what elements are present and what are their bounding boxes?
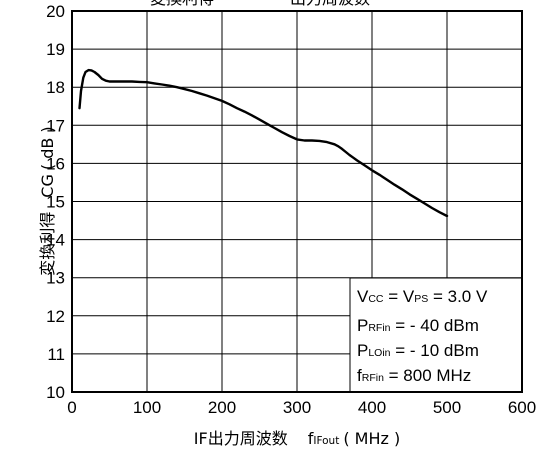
condition-line: PRFin = - 40 dBm <box>357 316 479 335</box>
x-tick-label: 300 <box>283 398 311 417</box>
x-tick-label: 600 <box>508 398 536 417</box>
condition-text: = V <box>384 287 415 306</box>
y-tick-label: 12 <box>46 307 65 326</box>
y-tick-label: 18 <box>46 78 65 97</box>
y-tick-label: 16 <box>46 154 65 173</box>
title-fragment: 変換利得 <box>150 0 214 8</box>
condition-text: P <box>357 316 368 335</box>
x-tick-label: 200 <box>208 398 236 417</box>
svg-text:変換利得CG( dB ): 変換利得 CG ( dB ) <box>38 126 57 275</box>
condition-line: PLOin = - 10 dBm <box>357 341 479 360</box>
x-axis-label-text: IF出力周波数 <box>194 429 288 448</box>
y-tick-label: 20 <box>46 2 65 21</box>
series-group <box>78 68 449 218</box>
y-axis-title: 変換利得 CG ( dB ) <box>38 126 57 275</box>
y-tick-label: 11 <box>47 345 65 364</box>
condition-text: = 800 MHz <box>384 366 471 385</box>
condition-text: = - 10 dBm <box>391 341 479 360</box>
y-tick-label: 15 <box>46 193 65 212</box>
x-tick-label: 500 <box>433 398 461 417</box>
condition-text: f <box>357 366 362 385</box>
legend-box <box>349 277 523 393</box>
y-tick-label: 10 <box>46 383 65 402</box>
condition-subscript: LOin <box>368 347 390 359</box>
condition-text: = - 40 dBm <box>391 316 479 335</box>
condition-subscript: RFin <box>368 322 390 334</box>
title-fragments: 変換利得 ・ 出力周波数 <box>150 0 370 8</box>
y-tick-label: 17 <box>46 116 65 135</box>
condition-line: fRFin = 800 MHz <box>357 366 471 385</box>
x-tick-label: 100 <box>133 398 161 417</box>
x-axis-title: IF出力周波数 fIFout ( MHz ) <box>194 429 400 448</box>
condition-subscript: PS <box>414 293 428 305</box>
y-axis-symbol: CG <box>38 174 57 198</box>
y-tick-label: 14 <box>46 231 65 250</box>
condition-text: V <box>357 287 369 306</box>
series-line <box>78 68 449 218</box>
condition-text: P <box>357 341 368 360</box>
x-tick-label: 0 <box>67 398 76 417</box>
x-axis-symbol: f <box>308 429 314 448</box>
x-axis-symbol-subscript: IFout <box>313 435 339 447</box>
title-fragment: 出力周波数 <box>290 0 370 8</box>
title-fragment: ・ <box>245 0 261 8</box>
condition-subscript: RFin <box>362 372 384 384</box>
x-tick-label: 400 <box>358 398 386 417</box>
y-axis-unit: ( dB ) <box>38 126 57 170</box>
tick-labels: 0 100 200 300 400 500 600 10 11 12 13 14 15 16 17 18 19 2… <box>46 2 536 417</box>
x-axis-unit: ( MHz ) <box>343 429 400 448</box>
plot-frame <box>71 10 523 393</box>
condition-subscript: CC <box>368 293 384 305</box>
condition-text: = 3.0 V <box>428 287 488 306</box>
y-tick-label: 13 <box>46 269 65 288</box>
y-axis-label-text: 変換利得 <box>38 212 57 276</box>
condition-line: VCC = VPS = 3.0 V <box>357 287 488 306</box>
y-tick-label: 19 <box>46 40 65 59</box>
